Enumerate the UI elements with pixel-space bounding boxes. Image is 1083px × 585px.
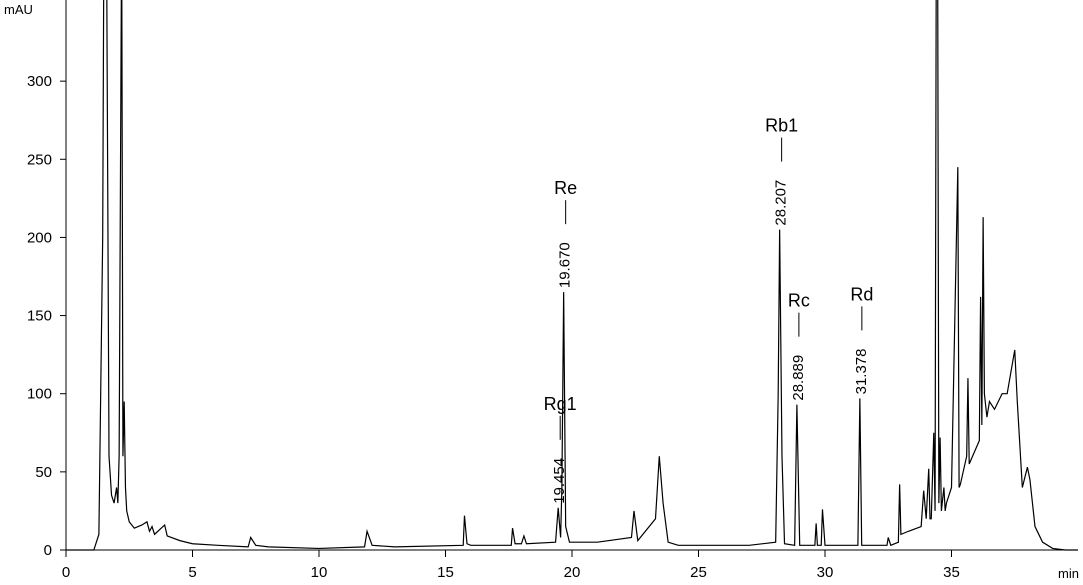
x-tick-label: 35 [943,564,960,581]
retention-time: 31.378 [853,349,870,395]
x-tick-label: 15 [437,564,454,581]
peak-name: Rd [850,284,873,304]
x-tick-label: 25 [690,564,707,581]
x-tick-label: 10 [311,564,328,581]
y-tick-label: 0 [44,542,52,559]
x-tick-label: 5 [188,564,196,581]
peak-name: Rg1 [544,394,577,414]
y-axis-label: mAU [4,2,33,17]
trace [66,0,1078,551]
y-tick-label: 100 [27,386,52,403]
peak-name: Rb1 [765,116,798,136]
peak-name: Rc [788,291,810,311]
y-tick-label: 150 [27,308,52,325]
x-tick-label: 30 [817,564,834,581]
peak-name: Re [554,178,577,198]
y-tick-label: 50 [35,464,52,481]
x-axis-label: min [1058,566,1079,581]
retention-time: 28.889 [790,355,807,401]
retention-time: 19.670 [557,242,574,288]
y-tick-label: 200 [27,229,52,246]
retention-time: 28.207 [773,180,790,226]
y-tick-label: 300 [27,73,52,90]
y-tick-label: 250 [27,151,52,168]
x-tick-label: 20 [564,564,581,581]
x-tick-label: 0 [62,564,70,581]
retention-time: 19.454 [551,458,568,504]
